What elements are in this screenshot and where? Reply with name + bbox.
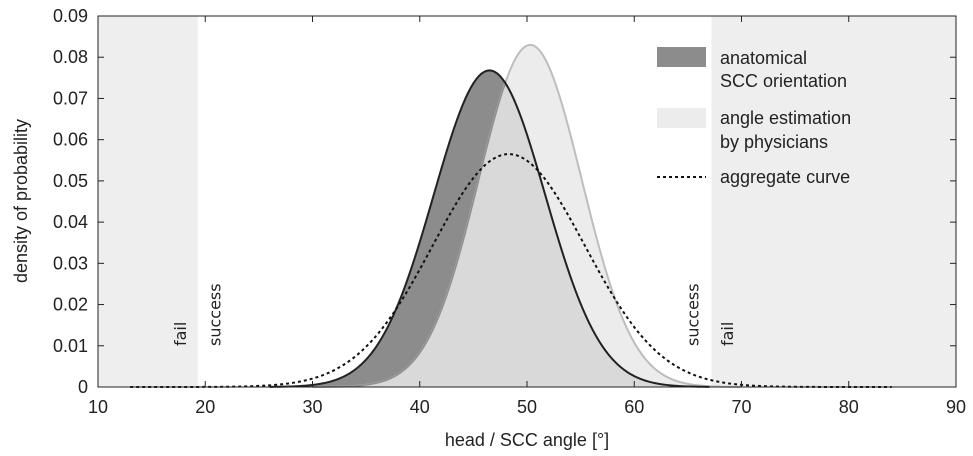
zone-label-fail-0: fail	[171, 322, 190, 346]
legend-swatch-anatomical	[657, 47, 706, 67]
legend-label-aggregate: aggregate curve	[720, 167, 850, 187]
y-tick-label-0: 0	[78, 377, 88, 397]
background-regions	[98, 16, 956, 387]
region-0	[98, 16, 198, 387]
x-tick-label-6: 70	[731, 397, 751, 417]
zone-label-fail-3: fail	[718, 322, 737, 346]
zone-labels: fail success success fail	[171, 283, 737, 346]
x-tick-label-5: 60	[624, 397, 644, 417]
y-tick-label-9: 0.09	[53, 6, 88, 26]
y-tick-label-4: 0.04	[53, 212, 88, 232]
y-tick-label-7: 0.07	[53, 88, 88, 108]
y-axis-label: density of probability	[11, 119, 31, 283]
legend-label-physicians-line1: angle estimation	[720, 108, 851, 128]
legend-label-physicians-line2: by physicians	[720, 132, 828, 152]
y-tick-label-6: 0.06	[53, 130, 88, 150]
x-tick-label-1: 20	[195, 397, 215, 417]
y-tick-label-1: 0.01	[53, 336, 88, 356]
zone-label-success-2: success	[684, 283, 703, 346]
x-tick-label-4: 50	[517, 397, 537, 417]
legend-label-anatomical-line2: SCC orientation	[720, 71, 847, 91]
x-axis: 10 20 30 40 50 60 70 80 90	[88, 16, 966, 417]
series-anatomical-line	[269, 69, 710, 388]
y-axis: 0 0.01 0.02 0.03 0.04 0.05 0.06 0.07 0.08 0.09	[53, 6, 956, 397]
x-tick-label-0: 10	[88, 397, 108, 417]
legend-label-anatomical-line1: anatomical	[720, 48, 807, 68]
region-1	[711, 16, 956, 387]
x-axis-label: head / SCC angle [°]	[445, 430, 609, 450]
y-tick-label-2: 0.02	[53, 295, 88, 315]
zone-label-success-1: success	[205, 283, 224, 346]
y-tick-label-3: 0.03	[53, 253, 88, 273]
x-tick-label-3: 40	[410, 397, 430, 417]
curves	[130, 43, 892, 388]
x-tick-label-2: 30	[302, 397, 322, 417]
y-tick-label-5: 0.05	[53, 171, 88, 191]
series-overlap-area	[312, 83, 710, 387]
legend-swatch-physicians	[657, 108, 706, 128]
x-tick-label-7: 80	[839, 397, 859, 417]
series-aggregate-line	[130, 153, 892, 388]
x-tick-label-8: 90	[946, 397, 966, 417]
legend: anatomical SCC orientation angle estimatio…	[657, 47, 851, 187]
y-tick-label-8: 0.08	[53, 47, 88, 67]
